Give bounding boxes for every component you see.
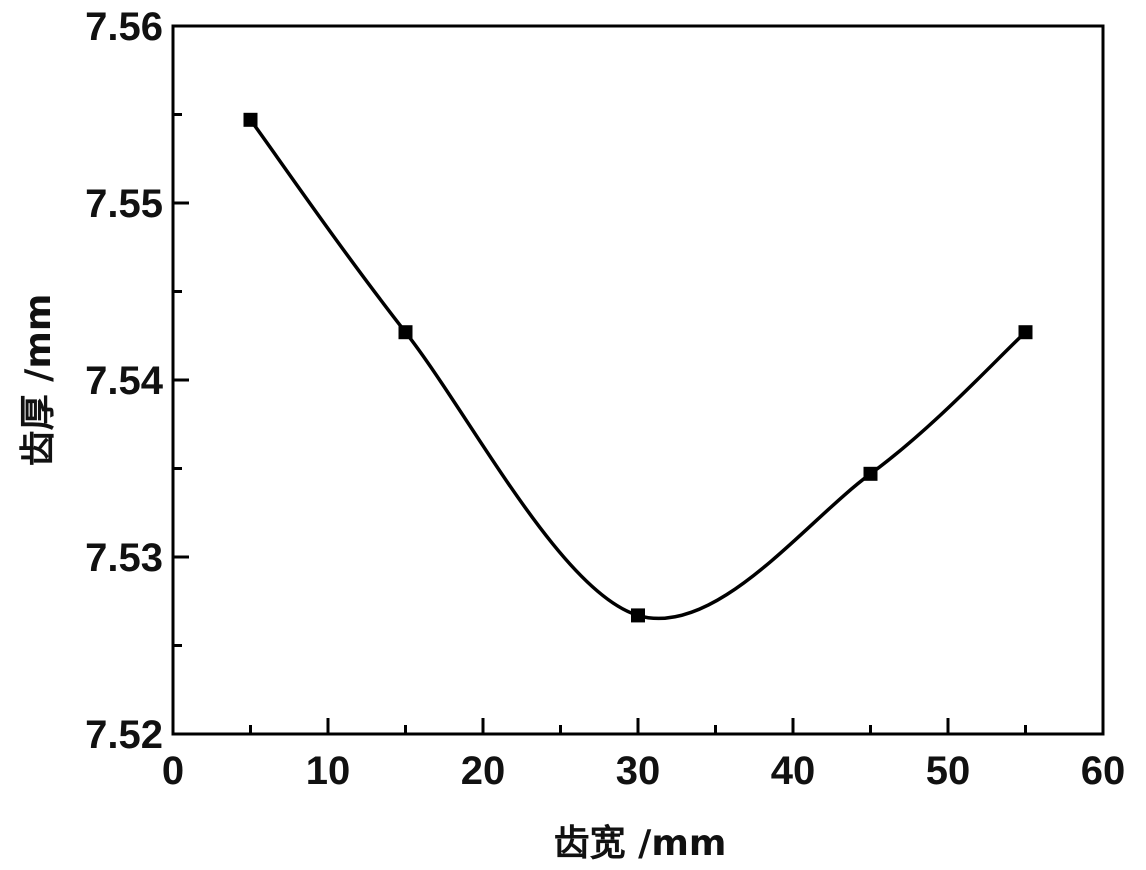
axis-ticks [171,24,1105,736]
data-point-marker [631,608,645,623]
data-point-marker [398,325,413,340]
x-tick-label: 0 [162,749,184,793]
data-point-marker [863,466,878,481]
y-tick-label: 7.52 [85,713,163,757]
y-tick-label: 7.54 [85,359,164,403]
data-point-marker [243,112,258,127]
x-tick-label: 40 [771,749,816,793]
x-tick-label: 30 [616,749,661,793]
data-point-marker [1018,325,1033,340]
y-tick-label: 7.53 [85,536,163,580]
x-tick-label: 20 [461,749,506,793]
x-tick-label: 10 [306,749,351,793]
x-tick-label: 50 [926,749,971,793]
x-axis-title: 齿宽 /mm [554,822,727,864]
plot-frame [171,24,1105,736]
series-line [249,118,1027,621]
y-tick-label: 7.55 [85,182,163,226]
y-tick-label: 7.56 [85,5,163,49]
y-axis-title: 齿厚 /mm [18,294,59,467]
series-markers [243,112,1033,623]
tick-labels: 0 10 20 30 40 50 60 7.52 7.53 7.54 7.55 7.56 [85,5,1125,793]
x-tick-label: 60 [1081,749,1126,793]
